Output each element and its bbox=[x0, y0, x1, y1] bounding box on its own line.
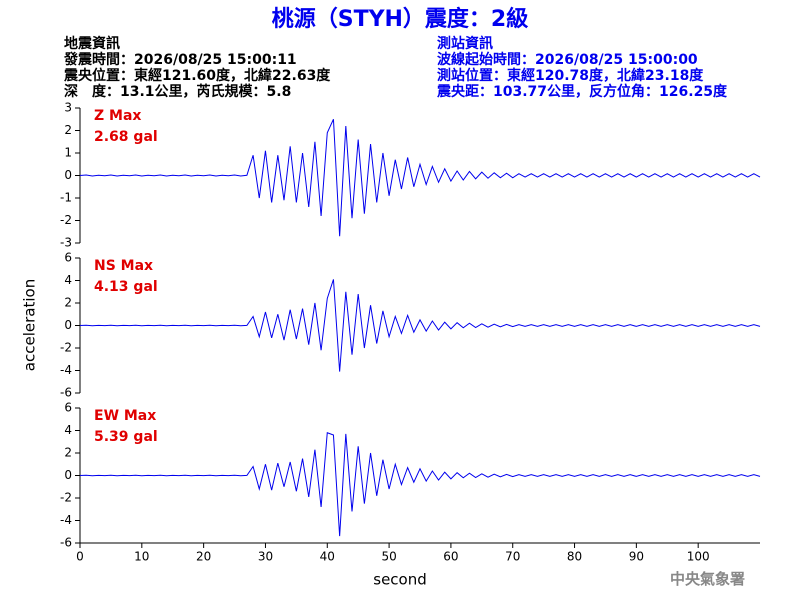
info-left: 地震資訊 bbox=[64, 35, 120, 52]
info-right: 測站資訊 bbox=[437, 35, 493, 52]
x-tick-label: 60 bbox=[443, 550, 458, 564]
y-tick-label: -1 bbox=[60, 191, 72, 205]
y-tick-label: 0 bbox=[64, 468, 72, 482]
panel-label: NS Max bbox=[94, 258, 153, 274]
panel-label: Z Max bbox=[94, 108, 141, 124]
footer: 中央氣象署 bbox=[670, 570, 745, 588]
y-tick-label: -4 bbox=[60, 513, 72, 527]
waveform bbox=[79, 119, 761, 237]
y-tick-label: 4 bbox=[64, 423, 72, 437]
panel-max: 2.68 gal bbox=[94, 129, 158, 145]
y-tick-label: -2 bbox=[60, 341, 72, 355]
info-left: 發震時間：2026/08/25 15:00:11 bbox=[63, 51, 297, 68]
x-axis-label: second bbox=[373, 571, 427, 589]
y-tick-label: -3 bbox=[60, 236, 72, 250]
y-tick-label: 2 bbox=[64, 296, 72, 310]
info-right: 震央距：103.77公里，反方位角：126.25度 bbox=[436, 83, 728, 100]
panel-max: 5.39 gal bbox=[94, 429, 158, 445]
info-left: 震央位置：東經121.60度，北緯22.63度 bbox=[63, 67, 331, 84]
x-tick-label: 70 bbox=[505, 550, 520, 564]
y-tick-label: -6 bbox=[60, 536, 72, 550]
y-tick-label: 4 bbox=[64, 273, 72, 287]
y-tick-label: 6 bbox=[64, 401, 72, 415]
x-tick-label: 80 bbox=[567, 550, 582, 564]
x-tick-label: 40 bbox=[320, 550, 335, 564]
info-right: 波線起始時間：2026/08/25 15:00:00 bbox=[437, 51, 698, 68]
y-tick-label: 0 bbox=[64, 318, 72, 332]
y-tick-label: 3 bbox=[64, 101, 72, 115]
panel-max: 4.13 gal bbox=[94, 279, 158, 295]
y-tick-label: 1 bbox=[64, 146, 72, 160]
x-tick-label: 0 bbox=[76, 550, 84, 564]
info-right: 測站位置：東經120.78度，北緯23.18度 bbox=[437, 67, 704, 84]
y-tick-label: 0 bbox=[64, 168, 72, 182]
panel-label: EW Max bbox=[94, 408, 156, 424]
x-tick-label: 50 bbox=[381, 550, 396, 564]
x-tick-label: 10 bbox=[134, 550, 149, 564]
x-tick-label: 90 bbox=[629, 550, 644, 564]
y-tick-label: -2 bbox=[60, 213, 72, 227]
y-axis-label: acceleration bbox=[21, 279, 39, 371]
chart-title: 桃源（STYH）震度：2級 bbox=[272, 6, 529, 32]
x-tick-label: 30 bbox=[258, 550, 273, 564]
y-tick-label: 2 bbox=[64, 123, 72, 137]
y-tick-label: -6 bbox=[60, 386, 72, 400]
y-tick-label: 2 bbox=[64, 446, 72, 460]
y-tick-label: -2 bbox=[60, 491, 72, 505]
y-tick-label: 6 bbox=[64, 251, 72, 265]
waveform bbox=[79, 432, 761, 537]
x-tick-label: 20 bbox=[196, 550, 211, 564]
y-tick-label: -4 bbox=[60, 363, 72, 377]
info-left: 深 度：13.1公里，芮氏規模：5.8 bbox=[64, 83, 291, 100]
waveform bbox=[79, 279, 761, 372]
x-tick-label: 100 bbox=[687, 550, 710, 564]
